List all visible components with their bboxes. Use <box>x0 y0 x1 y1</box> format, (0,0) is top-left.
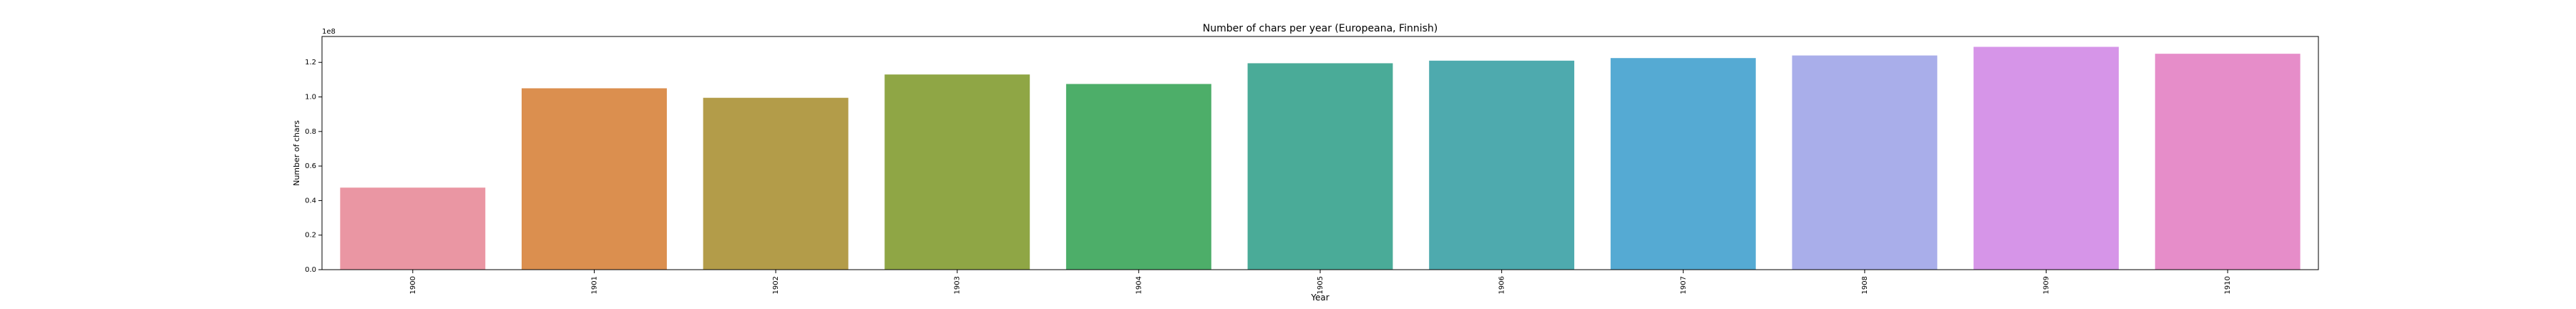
plot-area-frame <box>321 36 2319 270</box>
bar-1903 <box>884 74 1030 270</box>
bar-1908 <box>1792 55 1938 270</box>
bar-1909 <box>1974 46 2119 270</box>
x-tick-label: 1904 <box>1135 276 1143 294</box>
x-tick-label: 1907 <box>1679 276 1687 294</box>
y-tick-label: 1.0 <box>305 94 316 102</box>
x-tick-label: 1903 <box>954 276 962 294</box>
bar-1906 <box>1429 60 1575 270</box>
y-axis-label: Number of chars <box>292 120 301 186</box>
x-tick-label: 1902 <box>772 276 780 294</box>
y-axis: 0.0 0.2 0.4 0.6 0.8 1.0 1.2 <box>305 59 322 274</box>
y-tick-label: 0.2 <box>305 232 316 240</box>
x-tick-label: 1908 <box>1861 276 1869 294</box>
bar-1904 <box>1065 84 1211 270</box>
bar-1905 <box>1247 63 1393 270</box>
bar-1901 <box>522 88 667 270</box>
y-tick-label: 1.2 <box>305 59 316 67</box>
y-tick-label: 0.6 <box>305 162 316 170</box>
bar-1902 <box>703 97 849 270</box>
chart-title: Number of chars per year (Europeana, Fin… <box>1203 23 1438 34</box>
bars <box>340 46 2301 270</box>
x-axis-label: Year <box>1310 293 1329 303</box>
x-axis: 1900 1901 1902 1903 1904 1905 1906 1907 1908 1909… <box>409 270 2232 294</box>
x-tick-label: 1910 <box>2224 276 2232 294</box>
x-tick-label: 1901 <box>590 276 598 294</box>
y-tick-label: 0.4 <box>305 197 316 205</box>
x-tick-label: 1909 <box>2043 276 2051 294</box>
bar-1900 <box>340 187 486 270</box>
bar-1910 <box>2155 54 2301 270</box>
y-tick-label: 0.8 <box>305 128 316 136</box>
x-tick-label: 1906 <box>1498 276 1506 294</box>
y-axis-multiplier-label: 1e8 <box>322 28 336 36</box>
y-tick-label: 0.0 <box>305 266 316 274</box>
x-tick-label: 1905 <box>1317 276 1324 294</box>
x-tick-label: 1900 <box>409 276 417 294</box>
bar-1907 <box>1610 58 1756 270</box>
